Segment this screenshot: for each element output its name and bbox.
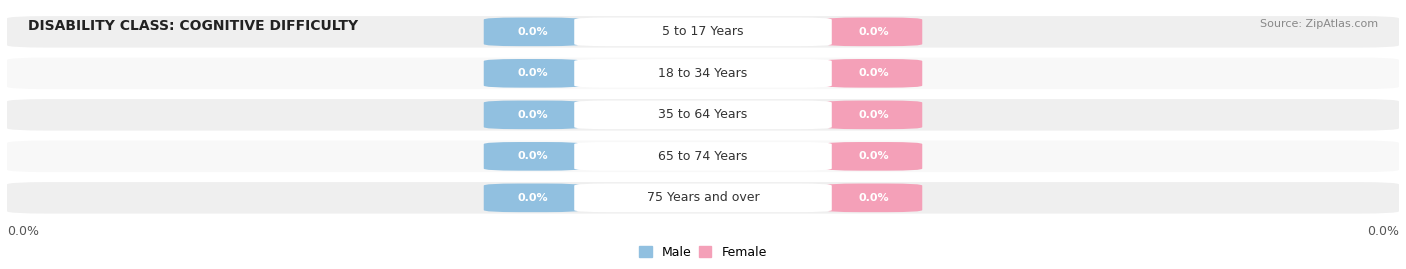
Text: 0.0%: 0.0%: [858, 193, 889, 203]
Text: 75 Years and over: 75 Years and over: [647, 191, 759, 204]
Text: 35 to 64 Years: 35 to 64 Years: [658, 108, 748, 121]
Text: 0.0%: 0.0%: [517, 27, 548, 37]
FancyBboxPatch shape: [484, 101, 581, 129]
Text: 0.0%: 0.0%: [858, 27, 889, 37]
FancyBboxPatch shape: [7, 58, 1399, 89]
Text: Source: ZipAtlas.com: Source: ZipAtlas.com: [1260, 19, 1378, 29]
FancyBboxPatch shape: [7, 99, 1399, 131]
Text: 0.0%: 0.0%: [517, 68, 548, 78]
Text: 18 to 34 Years: 18 to 34 Years: [658, 67, 748, 80]
FancyBboxPatch shape: [7, 16, 1399, 48]
Text: 0.0%: 0.0%: [1367, 225, 1399, 238]
Text: 0.0%: 0.0%: [517, 193, 548, 203]
FancyBboxPatch shape: [825, 142, 922, 171]
Text: 0.0%: 0.0%: [858, 151, 889, 161]
FancyBboxPatch shape: [825, 101, 922, 129]
FancyBboxPatch shape: [825, 59, 922, 88]
Legend: Male, Female: Male, Female: [634, 241, 772, 264]
Text: 0.0%: 0.0%: [517, 110, 548, 120]
FancyBboxPatch shape: [484, 142, 581, 171]
Text: DISABILITY CLASS: COGNITIVE DIFFICULTY: DISABILITY CLASS: COGNITIVE DIFFICULTY: [28, 19, 359, 33]
Text: 0.0%: 0.0%: [517, 151, 548, 161]
FancyBboxPatch shape: [825, 17, 922, 46]
Text: 0.0%: 0.0%: [7, 225, 39, 238]
FancyBboxPatch shape: [574, 101, 832, 129]
Text: 5 to 17 Years: 5 to 17 Years: [662, 25, 744, 38]
FancyBboxPatch shape: [484, 17, 581, 46]
Text: 65 to 74 Years: 65 to 74 Years: [658, 150, 748, 163]
FancyBboxPatch shape: [574, 59, 832, 88]
Text: 0.0%: 0.0%: [858, 68, 889, 78]
Text: 0.0%: 0.0%: [858, 110, 889, 120]
FancyBboxPatch shape: [574, 183, 832, 212]
FancyBboxPatch shape: [7, 141, 1399, 172]
FancyBboxPatch shape: [484, 59, 581, 88]
FancyBboxPatch shape: [7, 182, 1399, 214]
FancyBboxPatch shape: [825, 183, 922, 212]
FancyBboxPatch shape: [574, 17, 832, 46]
FancyBboxPatch shape: [484, 183, 581, 212]
FancyBboxPatch shape: [574, 142, 832, 171]
